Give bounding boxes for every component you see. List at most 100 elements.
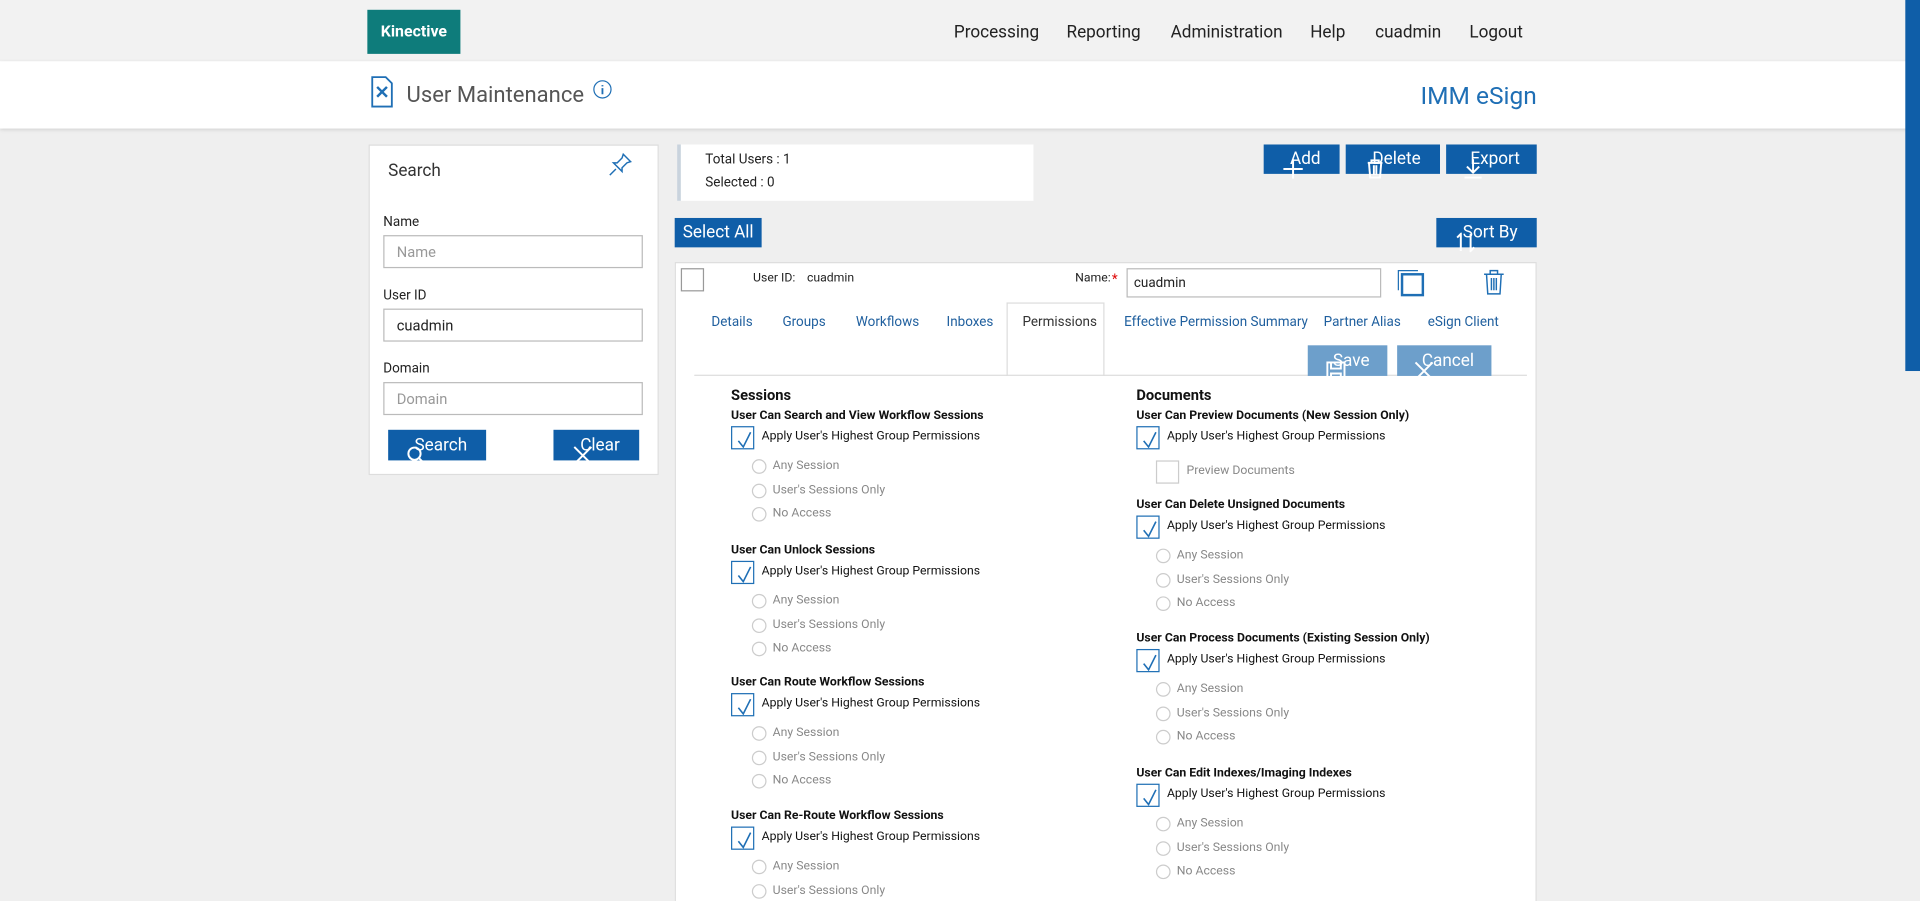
nav-item[interactable]: Reporting — [1066, 22, 1141, 43]
radio[interactable] — [1155, 816, 1171, 832]
button-label: Cancel — [1421, 350, 1475, 371]
save-button[interactable]: Save — [1307, 345, 1388, 380]
radio[interactable] — [1155, 706, 1171, 721]
placeholder: Domain — [396, 390, 448, 408]
radio[interactable] — [751, 750, 767, 765]
tab[interactable]: Permissions — [1022, 313, 1097, 330]
button-label: Save — [1332, 350, 1370, 371]
checkbox-label: Apply User's Highest Group Permissions — [761, 429, 981, 444]
nav-item[interactable]: cuadmin — [1375, 22, 1442, 43]
sort-button[interactable]: Sort By — [1436, 217, 1537, 253]
radio[interactable] — [751, 641, 767, 657]
radio[interactable] — [751, 774, 767, 789]
permission-title: User Can Preview Documents (New Session … — [1136, 408, 1410, 423]
radio[interactable] — [751, 883, 767, 899]
checkbox[interactable] — [1136, 648, 1160, 673]
radio-label: User's Sessions Only — [772, 883, 886, 898]
radio[interactable] — [1155, 840, 1171, 856]
radio[interactable] — [751, 483, 767, 498]
tab[interactable]: Effective Permission Summary — [1124, 313, 1308, 330]
checkbox[interactable] — [1136, 783, 1160, 807]
checkbox[interactable] — [1155, 460, 1180, 484]
checkbox[interactable] — [731, 826, 755, 850]
radio[interactable] — [1155, 548, 1171, 564]
tab[interactable]: eSign Client — [1427, 313, 1499, 330]
checkmark — [736, 830, 752, 849]
radio-label: Any Session — [1176, 816, 1244, 831]
button-label: Delete — [1372, 149, 1421, 169]
checkbox[interactable] — [731, 426, 755, 450]
radio-label: No Access — [772, 641, 832, 656]
radio-label: User's Sessions Only — [1176, 706, 1290, 720]
tab[interactable]: Workflows — [855, 313, 920, 330]
pin-icon — [609, 152, 633, 176]
field-label: Name — [383, 213, 420, 230]
search-button[interactable]: Search — [388, 429, 487, 465]
radio[interactable] — [1155, 572, 1171, 588]
permission-title: User Can Re-Route Workflow Sessions — [731, 809, 944, 823]
checkmark — [1141, 430, 1157, 449]
text-input[interactable] — [383, 308, 643, 342]
checkmark — [1141, 653, 1157, 672]
field-label: User ID — [383, 287, 427, 303]
scrollbar[interactable] — [1905, 0, 1920, 372]
field-label: Domain — [383, 360, 430, 377]
permission-title: User Can Unlock Sessions — [731, 543, 876, 558]
user-id: cuadmin — [806, 271, 855, 286]
radio-label: Any Session — [1176, 548, 1244, 563]
radio[interactable] — [751, 859, 767, 875]
radio-label: Any Session — [772, 859, 840, 874]
checkbox-label: Apply User's Highest Group Permissions — [1166, 652, 1386, 667]
radio[interactable] — [751, 507, 767, 522]
user-card — [674, 262, 1537, 901]
placeholder: Name — [396, 243, 436, 261]
radio-label: No Access — [1176, 864, 1236, 879]
add-button[interactable]: Add — [1263, 144, 1340, 179]
delete-button[interactable]: Delete — [1345, 144, 1441, 179]
clear-button[interactable]: Clear — [553, 429, 640, 465]
text-input[interactable] — [383, 235, 643, 269]
radio[interactable] — [751, 726, 767, 741]
button-label: Sort By — [1462, 222, 1518, 243]
tab[interactable]: Partner Alias — [1323, 313, 1401, 330]
nav-item[interactable]: Help — [1310, 22, 1346, 43]
nav-item[interactable]: Processing — [953, 22, 1040, 43]
radio[interactable] — [1155, 864, 1171, 880]
radio[interactable] — [1155, 682, 1171, 697]
radio[interactable] — [751, 593, 767, 609]
radio[interactable] — [751, 459, 767, 474]
checkbox[interactable] — [680, 268, 705, 292]
radio[interactable] — [1155, 596, 1171, 612]
radio-label: User's Sessions Only — [772, 483, 886, 497]
tab[interactable]: Inboxes — [946, 313, 994, 330]
logo[interactable]: Kinective — [367, 9, 461, 54]
selected-count: Selected : 0 — [705, 174, 775, 191]
button-label: Clear — [580, 435, 620, 455]
nav-item[interactable]: Administration — [1170, 22, 1283, 43]
info-icon — [593, 80, 613, 100]
export-button[interactable]: Export — [1446, 144, 1537, 179]
checkbox[interactable] — [1136, 515, 1160, 539]
tab[interactable]: Groups — [782, 313, 826, 330]
button-label: Search — [414, 435, 468, 455]
radio-label: User's Sessions Only — [772, 750, 886, 764]
checkbox[interactable] — [1136, 426, 1160, 450]
checkmark — [736, 564, 752, 584]
nav-item[interactable]: Logout — [1469, 22, 1523, 43]
copy-icon — [1396, 268, 1425, 297]
label: Name: — [1075, 271, 1111, 286]
select-all-button[interactable]: Select All — [674, 217, 762, 248]
radio[interactable] — [751, 617, 767, 633]
permission-title: User Can Process Documents (Existing Ses… — [1136, 631, 1430, 646]
radio[interactable] — [1155, 730, 1171, 745]
active-tab — [1006, 302, 1105, 376]
checkbox[interactable] — [731, 560, 755, 585]
tab[interactable]: Details — [711, 313, 753, 330]
radio-label: No Access — [1176, 730, 1236, 744]
button-label: Export — [1470, 149, 1520, 169]
text-input[interactable] — [383, 382, 643, 416]
cancel-button[interactable]: Cancel — [1397, 345, 1492, 380]
text-input[interactable] — [1126, 268, 1382, 298]
checkbox[interactable] — [731, 693, 755, 717]
